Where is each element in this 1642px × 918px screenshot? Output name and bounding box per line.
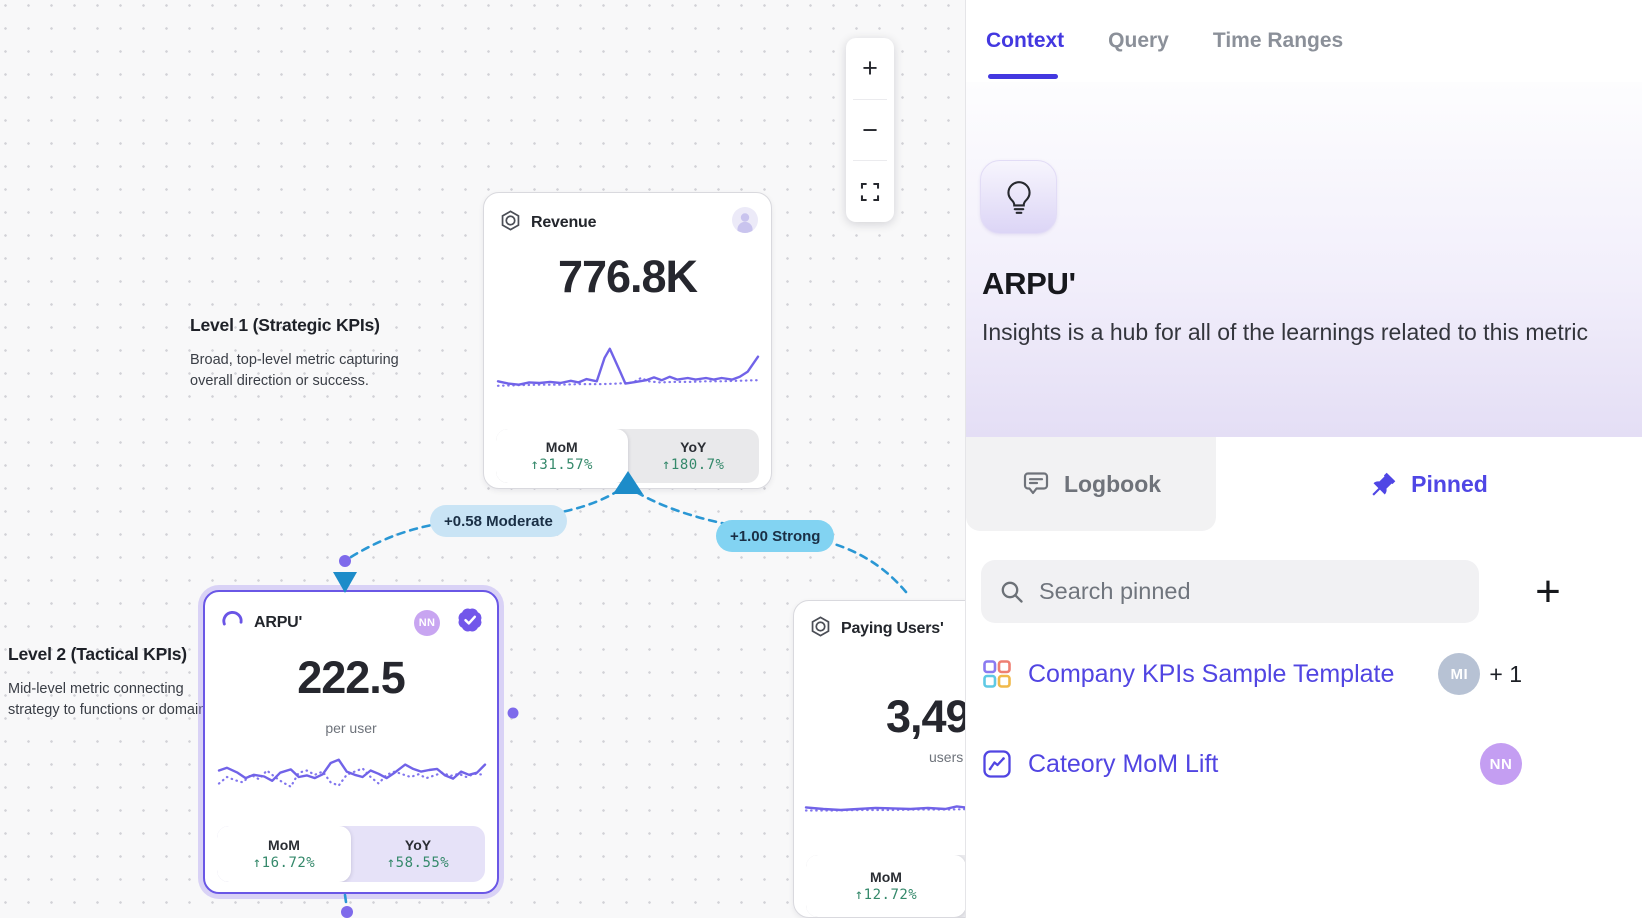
stats-row: MoM ↑16.72% YoY ↑58.55% xyxy=(217,826,485,882)
hexagon-icon xyxy=(499,209,522,237)
mom-stat[interactable]: MoM ↑16.72% xyxy=(217,826,351,882)
connection-handle-top xyxy=(339,555,351,567)
pushpin-icon xyxy=(1372,472,1396,496)
mom-stat[interactable]: MoM ↑12.72% xyxy=(806,855,965,917)
yoy-delta: ↑180.7% xyxy=(661,457,725,473)
zoom-in-button[interactable]: + xyxy=(846,38,894,99)
arc-loader-icon xyxy=(220,608,245,638)
level-2-label: Level 2 (Tactical KPIs) Mid-level metric… xyxy=(8,644,218,722)
metric-tree-canvas[interactable]: Level 1 (Strategic KPIs) Broad, top-leve… xyxy=(0,0,965,918)
metric-card-title: ARPU' xyxy=(254,613,303,631)
card-header: Paying Users' xyxy=(809,615,965,643)
tab-logbook[interactable]: Logbook xyxy=(966,437,1216,531)
yoy-stat[interactable]: YoY ↑58.55% xyxy=(386,837,450,871)
metric-card-title: Revenue xyxy=(531,213,597,231)
add-pinned-button[interactable]: + xyxy=(1526,560,1570,623)
mom-delta: ↑31.57% xyxy=(530,457,593,473)
yoy-stat[interactable]: YoY ↑180.7% xyxy=(661,439,725,473)
search-pinned-input[interactable] xyxy=(1039,578,1461,605)
card-header: Revenue xyxy=(499,207,758,238)
avatar-badge: NN xyxy=(1480,743,1522,785)
pinned-search-row: + xyxy=(981,560,1642,623)
panel-subtabs: Logbook Pinned xyxy=(966,437,1642,531)
tab-query[interactable]: Query xyxy=(1108,29,1169,52)
avatar-badge: NN xyxy=(414,609,440,636)
mom-delta: ↑16.72% xyxy=(252,855,316,871)
metric-title: ARPU' xyxy=(982,266,1076,301)
extra-collaborators: + 1 xyxy=(1489,660,1522,687)
connection-handle-bottom xyxy=(341,906,353,918)
pinned-item-label: Company KPIs Sample Template xyxy=(1028,659,1395,688)
tab-pinned[interactable]: Pinned xyxy=(1216,437,1642,531)
active-tab-underline xyxy=(988,74,1059,79)
level-2-description: Mid-level metric connecting strategy to f… xyxy=(8,681,218,719)
level-1-label: Level 1 (Strategic KPIs) Broad, top-leve… xyxy=(190,315,399,393)
chart-icon xyxy=(981,749,1013,779)
pinned-item-company-kpis[interactable]: Company KPIs Sample Template MI + 1 xyxy=(981,648,1522,700)
sparkline-chart xyxy=(217,758,487,789)
metric-value: 776.8K xyxy=(557,251,698,302)
avatar-badge: MI xyxy=(1438,653,1481,695)
avatar-icon xyxy=(732,207,758,238)
connection-handle-right xyxy=(507,707,519,719)
mom-stat[interactable]: MoM ↑31.57% xyxy=(496,429,628,483)
level-1-description: Broad, top-level metric capturing overall… xyxy=(190,352,399,390)
panel-tabs: Context Query Time Ranges xyxy=(966,0,1642,82)
stats-row: MoM ↑12.72% xyxy=(806,855,965,917)
level-1-title: Level 1 (Strategic KPIs) xyxy=(190,315,380,335)
canvas-zoom-toolbar: + − xyxy=(846,38,894,222)
metric-description: Insights is a hub for all of the learnin… xyxy=(982,319,1588,345)
correlation-badge-strong[interactable]: +1.00 Strong xyxy=(716,520,835,552)
metric-card-arpu[interactable]: ARPU' NN 222.5 per user MoM ↑16.72% YoY xyxy=(203,590,499,894)
level-2-title: Level 2 (Tactical KPIs) xyxy=(8,644,187,664)
stats-row: MoM ↑31.57% YoY ↑180.7% xyxy=(496,429,759,483)
metric-value: 222.5 xyxy=(297,652,406,703)
lightbulb-icon xyxy=(980,160,1057,234)
metric-unit: per user xyxy=(325,720,377,736)
metric-card-title: Paying Users' xyxy=(841,620,944,637)
search-icon xyxy=(1001,581,1023,603)
hexagon-icon xyxy=(809,615,832,643)
metric-card-paying-users[interactable]: Paying Users' 3,49 users MoM ↑12.72% xyxy=(793,600,965,918)
card-header: ARPU' NN xyxy=(220,606,484,639)
correlation-badge-moderate[interactable]: +0.58 Moderate xyxy=(430,505,567,537)
metric-value: 3,49 xyxy=(886,691,965,742)
metric-hero: ARPU' Insights is a hub for all of the l… xyxy=(966,82,1642,437)
search-pinned-box[interactable] xyxy=(981,560,1479,623)
fit-view-icon xyxy=(860,182,880,201)
sparkline-chart xyxy=(496,347,760,387)
comment-icon xyxy=(1023,472,1049,495)
fit-view-button[interactable] xyxy=(846,161,894,222)
pinned-list: Company KPIs Sample Template MI + 1 Cate… xyxy=(981,648,1522,828)
verified-seal-icon xyxy=(456,606,484,639)
grid-icon xyxy=(981,659,1013,689)
zoom-out-button[interactable]: − xyxy=(846,100,894,161)
pinned-item-label: Cateory MoM Lift xyxy=(1028,749,1219,778)
tab-time-ranges[interactable]: Time Ranges xyxy=(1212,29,1344,52)
context-panel: Context Query Time Ranges ARPU' Insights… xyxy=(965,0,1642,918)
pinned-item-category-mom-lift[interactable]: Cateory MoM Lift NN xyxy=(981,738,1522,790)
mom-delta: ↑12.72% xyxy=(854,887,918,903)
tab-context[interactable]: Context xyxy=(986,0,1064,82)
sparkline-chart xyxy=(804,805,965,812)
edge-arpu-down xyxy=(343,893,349,911)
metric-unit: users xyxy=(929,749,964,765)
yoy-delta: ↑58.55% xyxy=(386,855,450,871)
metric-card-revenue[interactable]: Revenue 776.8K MoM ↑31.57% YoY ↑180.7% xyxy=(483,192,772,489)
